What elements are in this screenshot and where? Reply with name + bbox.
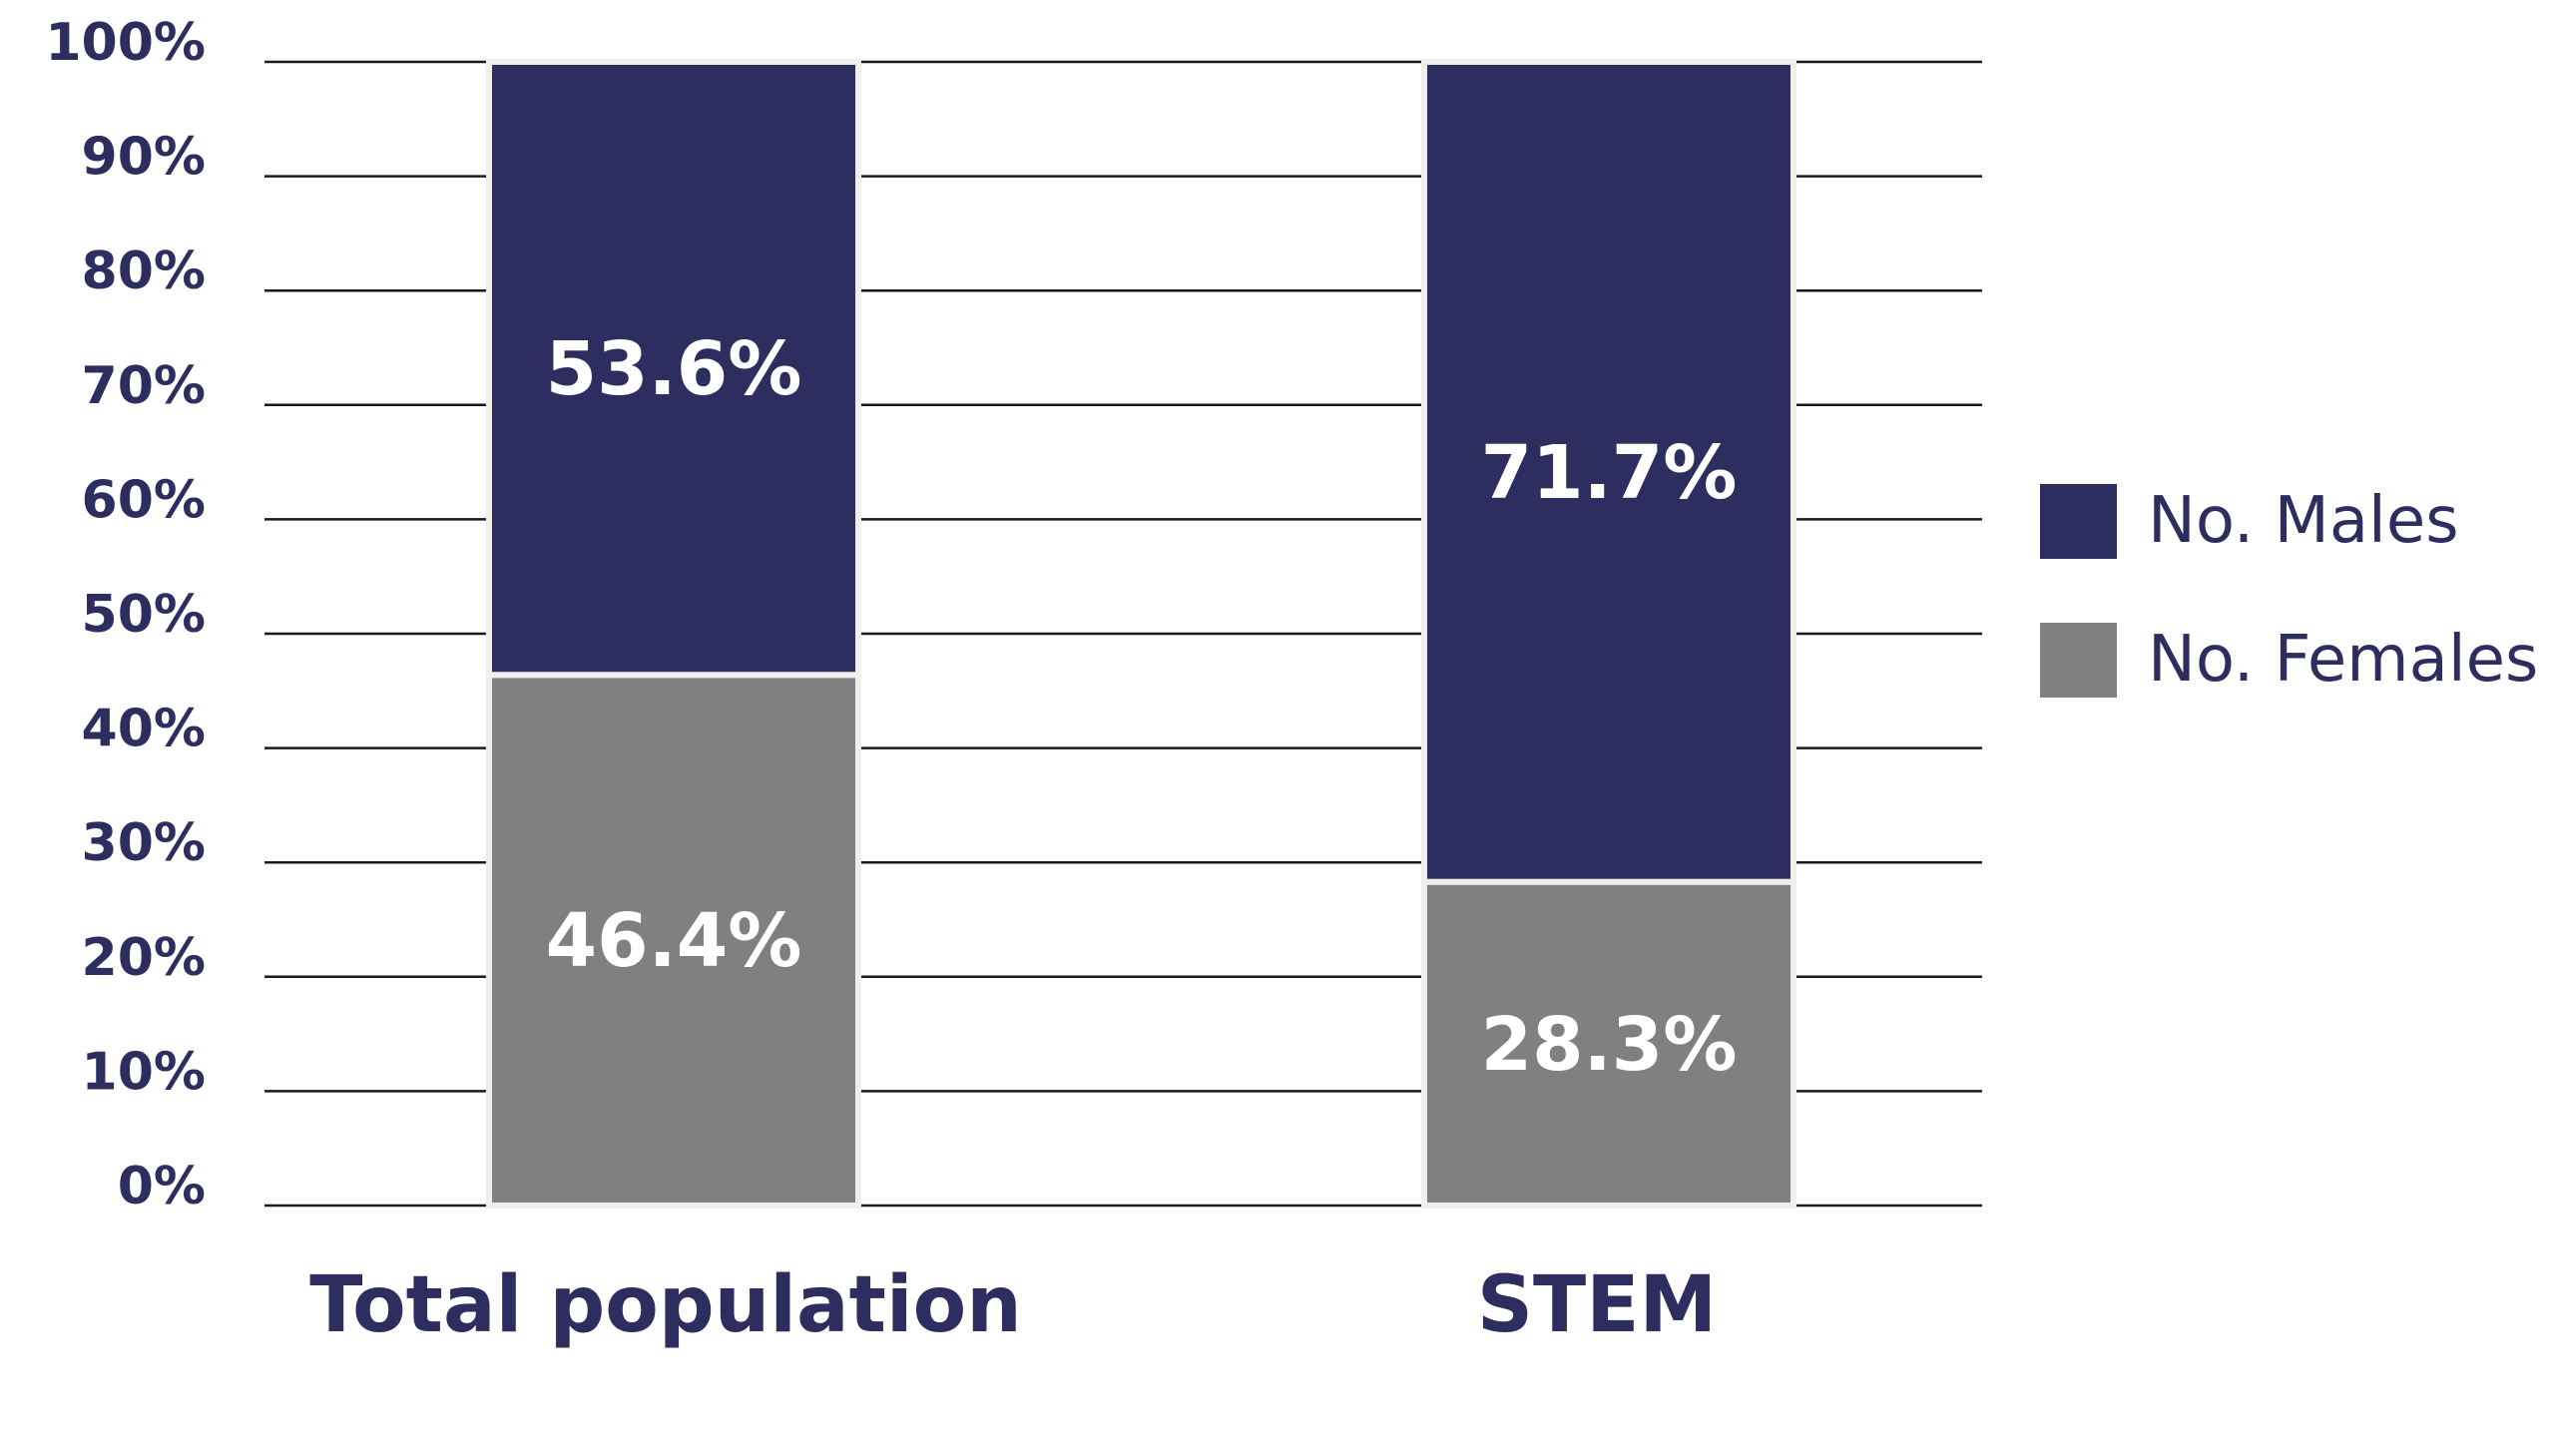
data-label: 46.4% (546, 898, 802, 984)
bar-segment (1421, 878, 1796, 1209)
x-category-label: Total population (309, 1260, 1022, 1350)
y-tick-label: 40% (82, 700, 206, 759)
data-label: 28.3% (1481, 1002, 1738, 1088)
data-label: 71.7% (1481, 430, 1738, 516)
x-category-label: STEM (1477, 1260, 1717, 1350)
legend-swatch (2040, 623, 2117, 698)
bar-segment (486, 672, 861, 1209)
bar-segment (1421, 59, 1796, 885)
y-tick-label: 80% (82, 242, 206, 301)
y-tick-label: 100% (45, 13, 206, 73)
y-tick-label: 10% (82, 1042, 206, 1102)
y-tick-label: 0% (118, 1157, 206, 1216)
data-label: 53.6% (546, 326, 802, 412)
y-tick-label: 30% (82, 813, 206, 873)
legend-label: No. Females (2148, 623, 2538, 697)
y-tick-label: 50% (82, 585, 206, 645)
bar-segment (486, 59, 861, 679)
y-tick-label: 60% (82, 470, 206, 530)
y-tick-label: 20% (82, 928, 206, 988)
legend-swatch (2040, 484, 2117, 559)
legend-label: No. Males (2148, 484, 2459, 558)
y-tick-label: 90% (82, 128, 206, 188)
y-tick-label: 70% (82, 356, 206, 416)
